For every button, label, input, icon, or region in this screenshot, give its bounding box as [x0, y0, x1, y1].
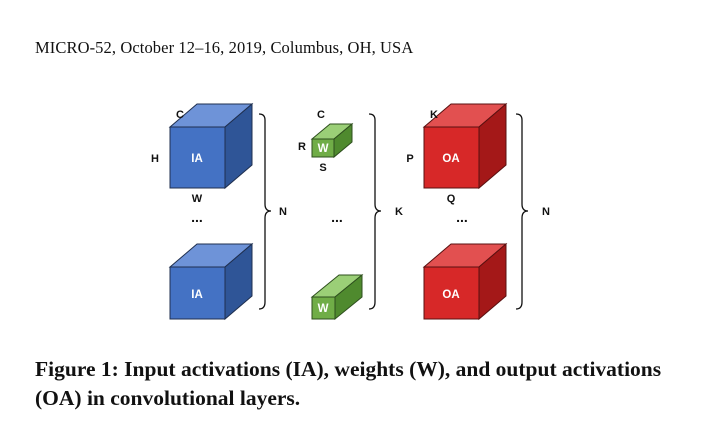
oa-dim-q: Q [447, 193, 456, 205]
ia-cube-top-front-face [169, 126, 226, 189]
oa-ellipsis: ... [456, 209, 468, 225]
w-cube-top-front-face [311, 138, 335, 158]
w-cube-top-label: W [318, 143, 329, 155]
ia-dim-c: C [176, 109, 184, 121]
figure-caption: Figure 1: Input activations (IA), weight… [35, 357, 662, 410]
w-brace-label: K [395, 206, 403, 218]
tensor-figure: IA C H W ... IA N W C R S ... W K OA K P… [151, 102, 550, 321]
w-dim-c: C [317, 109, 325, 121]
ia-cube-bottom-front-face [169, 266, 226, 320]
ia-brace-label: N [279, 206, 287, 218]
w-brace [368, 113, 382, 310]
oa-cube-top-label: OA [442, 153, 459, 165]
oa-cube-bottom: OA [422, 242, 508, 321]
oa-cube-top: OA [422, 102, 508, 190]
ia-cube-bottom: IA [168, 242, 254, 321]
ia-cube-bottom-label: IA [191, 289, 203, 301]
ia-dim-h: H [151, 153, 159, 165]
oa-brace-label: N [542, 206, 550, 218]
w-cube-bottom-label: W [318, 303, 329, 315]
ia-cube-top-label: IA [191, 153, 203, 165]
oa-cube-top-front-face [423, 126, 480, 189]
oa-cube-bottom-label: OA [442, 289, 459, 301]
ia-brace [258, 113, 272, 310]
ia-ellipsis: ... [191, 209, 203, 225]
w-dim-r: R [298, 141, 306, 153]
running-head: MICRO-52, October 12–16, 2019, Columbus,… [35, 38, 414, 57]
oa-dim-k: K [430, 109, 438, 121]
ia-cube-top: IA [168, 102, 254, 190]
w-cube-top: W [310, 122, 354, 159]
oa-brace [515, 113, 529, 310]
ia-dim-w: W [192, 193, 203, 205]
oa-dim-p: P [406, 153, 413, 165]
w-cube-bottom: W [310, 273, 364, 321]
w-cube-bottom-front-face [311, 296, 336, 320]
w-ellipsis: ... [331, 209, 343, 225]
oa-cube-bottom-front-face [423, 266, 480, 320]
w-dim-s: S [319, 162, 326, 174]
